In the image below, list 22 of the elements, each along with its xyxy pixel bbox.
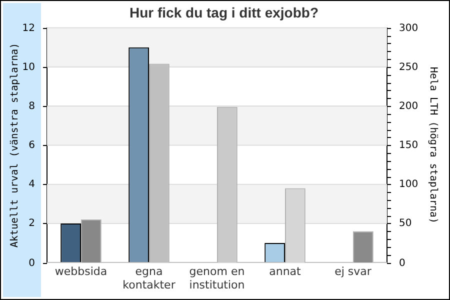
y2-tick-label: 200 — [399, 101, 418, 112]
x-tick-label: genom en institution — [189, 265, 245, 292]
y2-tick-label: 50 — [399, 218, 412, 230]
y-axis-title: Aktuellt urval (vänstra staplarna) — [10, 42, 21, 248]
x-tick-label: annat — [269, 265, 302, 278]
x-tick-label: ej svar — [334, 265, 372, 278]
y2-tick-label: 150 — [399, 140, 418, 152]
y-tick-label: 4 — [28, 179, 35, 190]
y-tick-label: 8 — [28, 101, 35, 112]
y2-tick-label: 300 — [399, 23, 418, 34]
x-tick-label: webbsida — [54, 265, 108, 278]
chart-title: Hur fick du tag i ditt exjobb? — [130, 4, 318, 20]
x-tick-label: egna kontakter — [122, 265, 176, 292]
y-tick-label: 0 — [28, 258, 35, 270]
y2-axis-title: Hela LTH (högra staplarna) — [427, 66, 438, 224]
y-tick-label: 2 — [28, 218, 35, 230]
y-tick-label: 6 — [28, 140, 35, 152]
y-tick-label: 12 — [22, 23, 35, 34]
y2-tick-label: 250 — [399, 62, 418, 74]
y2-tick-label: 100 — [399, 179, 418, 190]
y-tick-label: 10 — [22, 62, 35, 74]
y2-tick-label: 0 — [399, 258, 406, 270]
